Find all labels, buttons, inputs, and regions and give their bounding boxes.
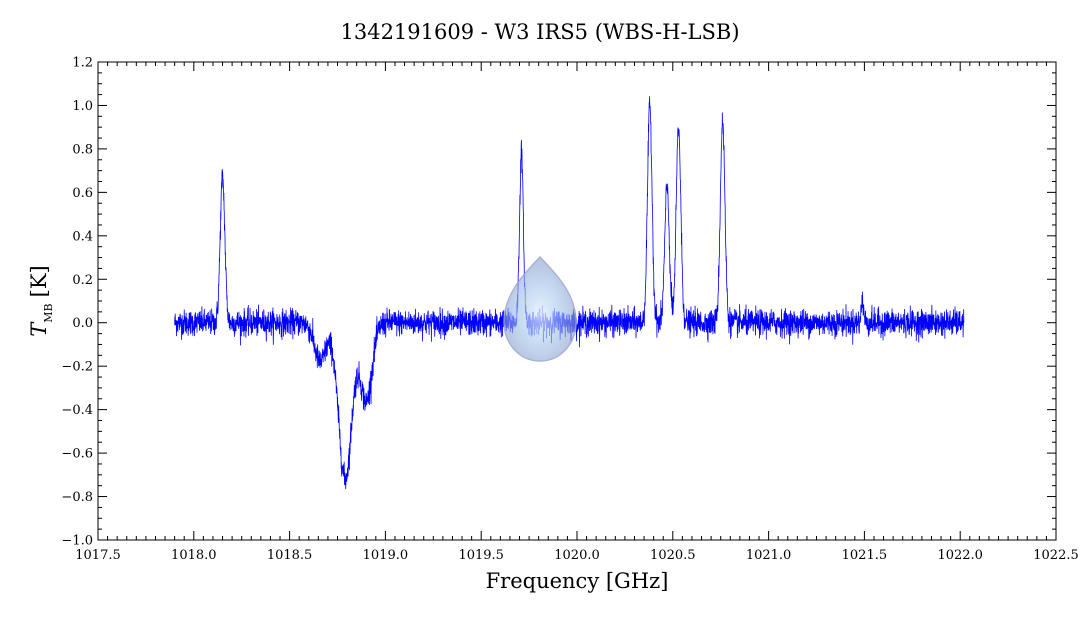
x-tick-label: 1022.5 (1033, 548, 1079, 563)
y-tick-label: 0.4 (72, 229, 93, 244)
svg-text:TMB[K]: TMB [K] (27, 265, 55, 336)
axis-tick-labels: 1017.5 1018.0 1018.5 1019.0 1019.5 1020.0 1020… (61, 56, 1078, 564)
y-tick-label: 0.8 (72, 142, 93, 157)
x-tick-label: 1020.0 (554, 548, 600, 563)
x-tick-label: 1019.0 (363, 548, 409, 563)
x-tick-label: 1019.5 (458, 548, 504, 563)
x-tick-label: 1022.0 (937, 548, 983, 563)
y-axis-label-sub: MB (42, 303, 55, 322)
y-tick-label: 0.6 (72, 186, 93, 201)
y-tick-label: 1.0 (72, 99, 93, 114)
y-tick-label: −0.2 (61, 360, 93, 375)
x-tick-label: 1021.5 (842, 548, 888, 563)
x-tick-label: 1021.0 (746, 548, 792, 563)
axis-ticks (97, 61, 1057, 541)
water-drop-icon (503, 255, 577, 362)
x-tick-label: 1018.0 (171, 548, 217, 563)
y-tick-label: 1.2 (72, 56, 93, 71)
y-tick-label: −0.6 (61, 447, 93, 462)
y-tick-label: −0.8 (61, 490, 93, 505)
y-tick-label: 0.0 (72, 316, 93, 331)
plot-frame (97, 61, 1057, 541)
x-tick-label: 1018.5 (267, 548, 313, 563)
y-tick-label: −1.0 (61, 534, 93, 549)
y-axis-label: TMB [K] (27, 265, 55, 336)
spectrum-series-line (174, 96, 965, 490)
y-axis-label-main: T (27, 321, 51, 337)
series-layer (174, 96, 965, 490)
water-drop-shape (503, 255, 577, 362)
y-axis-label-unit: [K] (27, 265, 51, 297)
chart-title: 1342191609 - W3 IRS5 (WBS-H-LSB) (340, 20, 739, 44)
x-tick-label: 1017.5 (75, 548, 121, 563)
x-axis-label: Frequency [GHz] (486, 569, 669, 593)
y-tick-label: −0.4 (61, 403, 93, 418)
y-tick-label: 0.2 (72, 273, 93, 288)
x-tick-label: 1020.5 (650, 548, 696, 563)
svg-text:Frequency [GHz]: Frequency [GHz] (486, 569, 669, 593)
